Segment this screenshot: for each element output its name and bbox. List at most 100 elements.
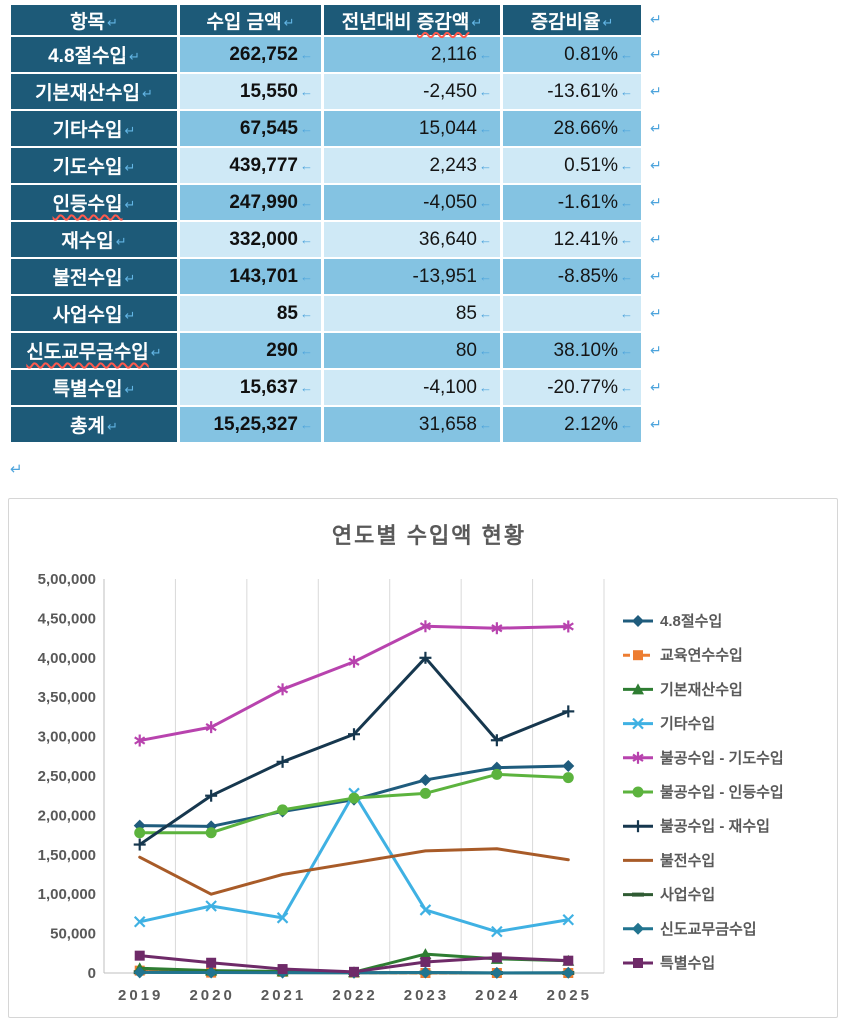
series-특별수입 <box>134 950 574 977</box>
svg-text:2022: 2022 <box>332 987 377 1004</box>
series-불공수입 - 기도수입 <box>134 620 574 747</box>
table-header-row: 항목 ↵ 수입 금액 ↵ 전년대비 증감액 ↵ 증감비율 ↵ <box>11 5 641 35</box>
svg-text:1,00,000: 1,00,000 <box>38 886 96 903</box>
svg-text:사업수입: 사업수입 <box>660 887 715 904</box>
svg-text:1,50,000: 1,50,000 <box>38 847 96 864</box>
value-cell[interactable]: 36,640 ← <box>324 222 500 257</box>
value-cell[interactable]: 0.51% ← <box>503 148 641 183</box>
svg-text:2021: 2021 <box>261 987 306 1004</box>
value-cell[interactable]: 290 ← <box>180 333 321 368</box>
svg-text:교육연수수입: 교육연수수입 <box>660 647 743 664</box>
legend-item[interactable]: 기타수입 <box>623 716 715 733</box>
row-end-mark: ↵ <box>650 11 662 27</box>
legend-item[interactable]: 교육연수수입 <box>623 647 743 664</box>
svg-text:3,50,000: 3,50,000 <box>38 689 96 706</box>
value-cell[interactable]: -4,050 ← <box>324 185 500 220</box>
header-cell[interactable]: 수입 금액 ↵ <box>180 5 321 35</box>
value-cell[interactable]: -4,100 ← <box>324 370 500 405</box>
legend-item[interactable]: 불전수입 <box>623 852 715 869</box>
legend-item[interactable]: 불공수입 - 인등수입 <box>623 783 784 801</box>
value-cell[interactable]: 31,658 ← <box>324 407 500 442</box>
row-end-mark: ↵ <box>650 267 662 284</box>
value-cell[interactable]: 67,545 ← <box>180 111 321 146</box>
value-cell[interactable]: 28.66% ← <box>503 111 641 146</box>
value-cell[interactable]: 15,637 ← <box>180 370 321 405</box>
row-end-mark: ↵ <box>650 156 662 173</box>
table-row: 신도교무금수입 ↵ 290 ← 80 ← 38.10% ← <box>11 333 641 368</box>
value-cell[interactable]: ← <box>503 296 641 331</box>
value-cell[interactable]: -8.85% ← <box>503 259 641 294</box>
table-row: 불전수입 ↵ 143,701 ← -13,951 ← -8.85% ← <box>11 259 641 294</box>
item-label-cell[interactable]: 특별수입 ↵ <box>11 370 177 405</box>
paragraph-mark: ↵ <box>10 461 23 478</box>
item-label-cell[interactable]: 기본재산수입 ↵ <box>11 74 177 109</box>
table-row: 기본재산수입 ↵ 15,550 ← -2,450 ← -13.61% ← <box>11 74 641 109</box>
legend-item[interactable]: 4.8절수입 <box>623 613 722 630</box>
svg-text:4,00,000: 4,00,000 <box>38 650 96 667</box>
value-cell[interactable]: -13,951 ← <box>324 259 500 294</box>
table-row: 특별수입 ↵ 15,637 ← -4,100 ← -20.77% ← <box>11 370 641 405</box>
item-label-cell[interactable]: 사업수입 ↵ <box>11 296 177 331</box>
value-cell[interactable]: 38.10% ← <box>503 333 641 368</box>
value-cell[interactable]: 143,701 ← <box>180 259 321 294</box>
legend-item[interactable]: 불공수입 - 기도수입 <box>623 750 784 767</box>
income-table-wrap: 항목 ↵ 수입 금액 ↵ 전년대비 증감액 ↵ 증감비율 ↵ 4.8절수입 ↵ 262,752 ← 2,… <box>8 3 668 444</box>
item-label-cell[interactable]: 4.8절수입 ↵ <box>11 37 177 72</box>
table-row: 인등수입 ↵ 247,990 ← -4,050 ← -1.61% ← <box>11 185 641 220</box>
row-end-mark: ↵ <box>650 304 662 321</box>
svg-text:불공수입 - 기도수입: 불공수입 - 기도수입 <box>660 750 784 767</box>
series-불공수입 - 인등수입 <box>134 768 574 839</box>
value-cell[interactable]: 85 ← <box>180 296 321 331</box>
value-cell[interactable]: 80 ← <box>324 333 500 368</box>
legend-item[interactable]: 기본재산수입 <box>623 681 743 698</box>
item-label-cell[interactable]: 불전수입 ↵ <box>11 259 177 294</box>
yearly-income-chart-object[interactable]: 연도별 수입액 현황 0 50,000 1,00,000 1,50,000 2,00,00… <box>8 498 838 1018</box>
value-cell[interactable]: 85 ← <box>324 296 500 331</box>
item-label-cell[interactable]: 신도교무금수입 ↵ <box>11 333 177 368</box>
table-row: 사업수입 ↵ 85 ← 85 ← ← <box>11 296 641 331</box>
series-불공수입 - 재수입 <box>133 651 575 851</box>
legend-item[interactable]: 사업수입 <box>623 887 715 904</box>
item-label-cell[interactable]: 총계 ↵ <box>11 407 177 442</box>
value-cell[interactable]: 15,25,327 ← <box>180 407 321 442</box>
row-end-mark: ↵ <box>650 193 662 210</box>
value-cell[interactable]: -2,450 ← <box>324 74 500 109</box>
svg-text:50,000: 50,000 <box>50 926 96 943</box>
table-row: 기타수입 ↵ 67,545 ← 15,044 ← 28.66% ← <box>11 111 641 146</box>
value-cell[interactable]: -20.77% ← <box>503 370 641 405</box>
value-cell[interactable]: -1.61% ← <box>503 185 641 220</box>
item-label-cell[interactable]: 기도수입 ↵ <box>11 148 177 183</box>
value-cell[interactable]: 12.41% ← <box>503 222 641 257</box>
svg-text:2024: 2024 <box>475 987 520 1004</box>
value-cell[interactable]: 247,990 ← <box>180 185 321 220</box>
value-cell[interactable]: 2,243 ← <box>324 148 500 183</box>
value-cell[interactable]: 15,044 ← <box>324 111 500 146</box>
header-cell[interactable]: 전년대비 증감액 ↵ <box>324 5 500 35</box>
row-end-mark: ↵ <box>650 378 662 395</box>
legend-item[interactable]: 특별수입 <box>623 954 715 972</box>
svg-text:4.8절수입: 4.8절수입 <box>660 613 722 630</box>
value-cell[interactable]: 0.81% ← <box>503 37 641 72</box>
item-label-cell[interactable]: 인등수입 ↵ <box>11 185 177 220</box>
svg-text:5,00,000: 5,00,000 <box>38 571 96 588</box>
svg-text:2025: 2025 <box>547 987 592 1004</box>
line-chart: 연도별 수입액 현황 0 50,000 1,00,000 1,50,000 2,00,00… <box>38 523 784 1004</box>
svg-text:불전수입: 불전수입 <box>660 852 715 869</box>
header-cell[interactable]: 증감비율 ↵ <box>503 5 641 35</box>
value-cell[interactable]: 2.12% ← <box>503 407 641 442</box>
value-cell[interactable]: 439,777 ← <box>180 148 321 183</box>
value-cell[interactable]: 15,550 ← <box>180 74 321 109</box>
header-cell[interactable]: 항목 ↵ <box>11 5 177 35</box>
series-불전수입 <box>138 847 570 896</box>
item-label-cell[interactable]: 기타수입 ↵ <box>11 111 177 146</box>
row-end-mark: ↵ <box>650 119 662 136</box>
item-label-cell[interactable]: 재수입 ↵ <box>11 222 177 257</box>
legend-item[interactable]: 신도교무금수입 <box>623 921 757 938</box>
table-row: 4.8절수입 ↵ 262,752 ← 2,116 ← 0.81% ← <box>11 37 641 72</box>
value-cell[interactable]: 332,000 ← <box>180 222 321 257</box>
svg-text:특별수입: 특별수입 <box>660 954 715 972</box>
value-cell[interactable]: 2,116 ← <box>324 37 500 72</box>
value-cell[interactable]: -13.61% ← <box>503 74 641 109</box>
legend-item[interactable]: 불공수입 - 재수입 <box>623 818 770 835</box>
value-cell[interactable]: 262,752 ← <box>180 37 321 72</box>
